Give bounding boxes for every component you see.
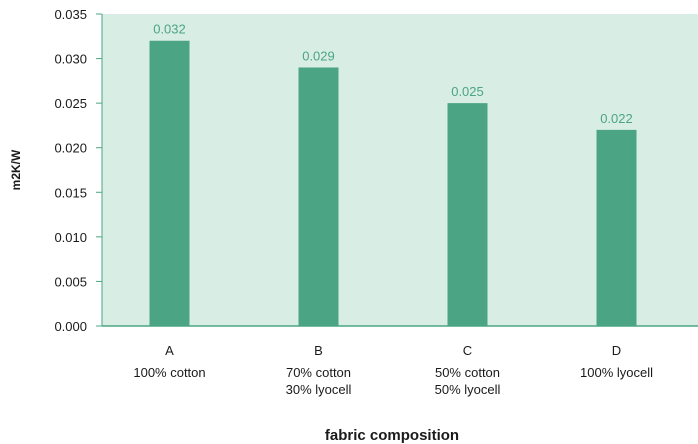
category-code-label: B <box>314 343 323 358</box>
category-description-label: 50% lyocell <box>435 382 501 397</box>
category-description-label: 70% cotton <box>286 365 351 380</box>
category-code-label: C <box>463 343 472 358</box>
category-description-label: 100% lyocell <box>580 365 653 380</box>
category-code-label: A <box>165 343 174 358</box>
bar-value-label: 0.022 <box>600 111 633 126</box>
category-description-label: 30% lyocell <box>286 382 352 397</box>
bar <box>298 67 339 326</box>
data-labels: 0.032 0.029 0.025 0.022 <box>153 22 633 126</box>
y-axis-title: m2K/W <box>9 149 23 190</box>
bar-value-label: 0.029 <box>302 48 335 63</box>
bar <box>447 103 488 327</box>
bar-value-label: 0.032 <box>153 22 186 37</box>
category-description-label: 50% cotton <box>435 365 500 380</box>
y-tick-label: 0.025 <box>54 96 87 111</box>
bar <box>596 129 637 326</box>
bar <box>149 40 190 326</box>
category-description-label: 100% cotton <box>133 365 205 380</box>
y-tick-label: 0.030 <box>54 52 87 67</box>
bars <box>149 40 637 327</box>
y-tick-label: 0.000 <box>54 319 87 334</box>
y-tick-label: 0.015 <box>54 185 87 200</box>
y-tick-label: 0.005 <box>54 274 87 289</box>
bar-value-label: 0.025 <box>451 84 484 99</box>
y-axis-ticks: 0.000 0.005 0.010 0.015 0.020 0.025 0.030 0.035 <box>54 7 102 334</box>
y-tick-label: 0.020 <box>54 141 87 156</box>
y-tick-label: 0.010 <box>54 230 87 245</box>
category-labels: A 100% cotton B 70% cotton 30% lyocell C 50% c… <box>133 343 653 397</box>
category-code-label: D <box>612 343 621 358</box>
x-axis-title: fabric composition <box>325 427 459 444</box>
y-tick-label: 0.035 <box>54 7 87 22</box>
